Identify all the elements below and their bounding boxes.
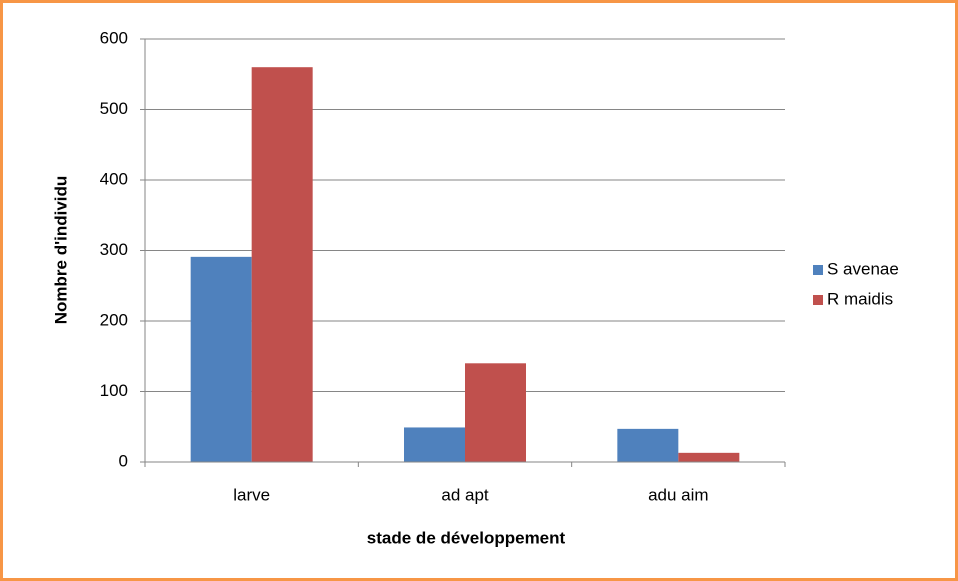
x-tick-label: adu aim <box>648 485 708 504</box>
x-tick-label: ad apt <box>441 485 489 504</box>
legend-label: R maidis <box>827 289 893 308</box>
y-tick-label: 100 <box>100 381 128 400</box>
y-tick-label: 200 <box>100 310 128 329</box>
bar <box>404 427 465 462</box>
legend-swatch <box>813 295 823 305</box>
y-axis-label: Nombre d'individu <box>51 176 70 325</box>
x-axis-label: stade de développement <box>367 528 566 547</box>
y-tick-label: 0 <box>119 451 128 470</box>
legend-swatch <box>813 265 823 275</box>
y-tick-label: 500 <box>100 99 128 118</box>
y-tick-label: 600 <box>100 28 128 47</box>
legend-label: S avenae <box>827 259 899 278</box>
y-tick-label: 400 <box>100 169 128 188</box>
bar <box>465 363 526 462</box>
x-tick-label: larve <box>233 485 270 504</box>
bar <box>190 256 252 462</box>
y-tick-label: 300 <box>100 240 128 259</box>
bar <box>678 452 740 462</box>
bar <box>251 67 313 462</box>
bar <box>617 428 679 462</box>
